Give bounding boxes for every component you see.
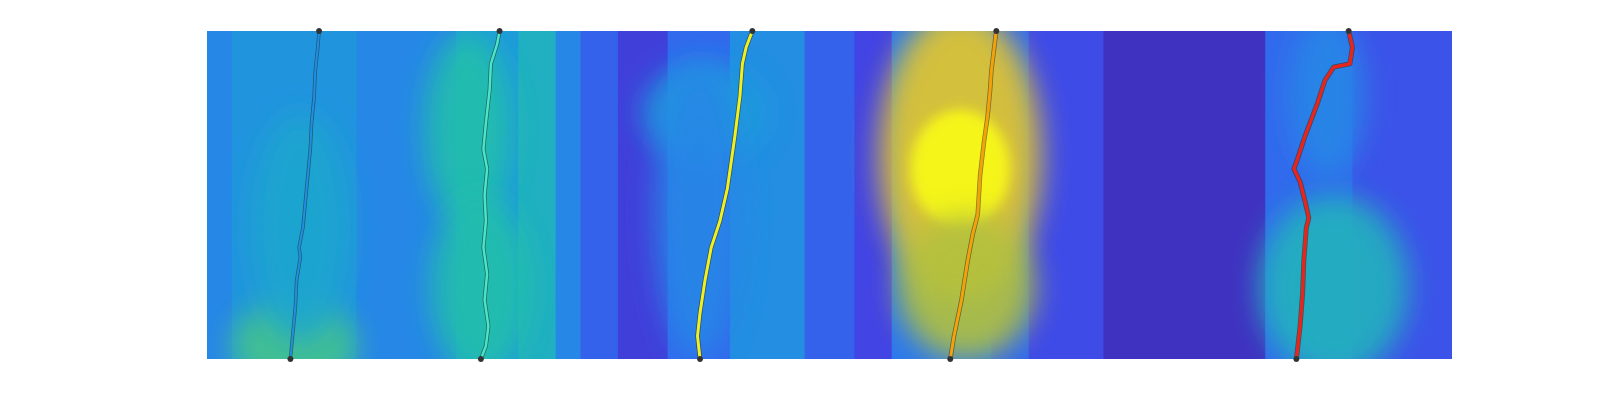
heatmap-cell (580, 31, 619, 359)
heatmap-cell (1103, 31, 1267, 359)
trace-endpoint (947, 356, 954, 362)
trace-endpoint (749, 28, 756, 34)
heatmap-hotspot (655, 63, 743, 359)
trace-line-2 (479, 29, 501, 361)
trace-endpoint (1293, 356, 1300, 362)
trace-endpoint (1345, 28, 1352, 34)
heatmap-hotspot (1259, 195, 1409, 359)
trace-line-5 (1292, 29, 1355, 361)
heatmap-cell (555, 31, 582, 359)
trace-line-3 (696, 29, 754, 361)
heatmap-cell (207, 31, 233, 359)
trace-endpoint (477, 356, 484, 362)
trace-endpoint (697, 356, 704, 362)
heatmap-cell (804, 31, 856, 359)
heatmap-hotspot (910, 109, 1011, 228)
heatmap-hotspot (897, 214, 1035, 359)
trace-lines (287, 28, 1355, 362)
trace-endpoint (287, 356, 294, 362)
heatmap-hotspot (1290, 31, 1365, 179)
trace-endpoint (496, 28, 503, 34)
trace-endpoint (993, 28, 1000, 34)
trace-endpoint (316, 28, 323, 34)
heatmap-hotspot (431, 195, 531, 359)
trace-line-4 (948, 29, 998, 361)
heatmap-hotspots (231, 31, 1409, 359)
trace-line-1 (289, 30, 321, 360)
heatmap-cell (1028, 31, 1105, 359)
heatmap-hotspot (250, 113, 351, 343)
